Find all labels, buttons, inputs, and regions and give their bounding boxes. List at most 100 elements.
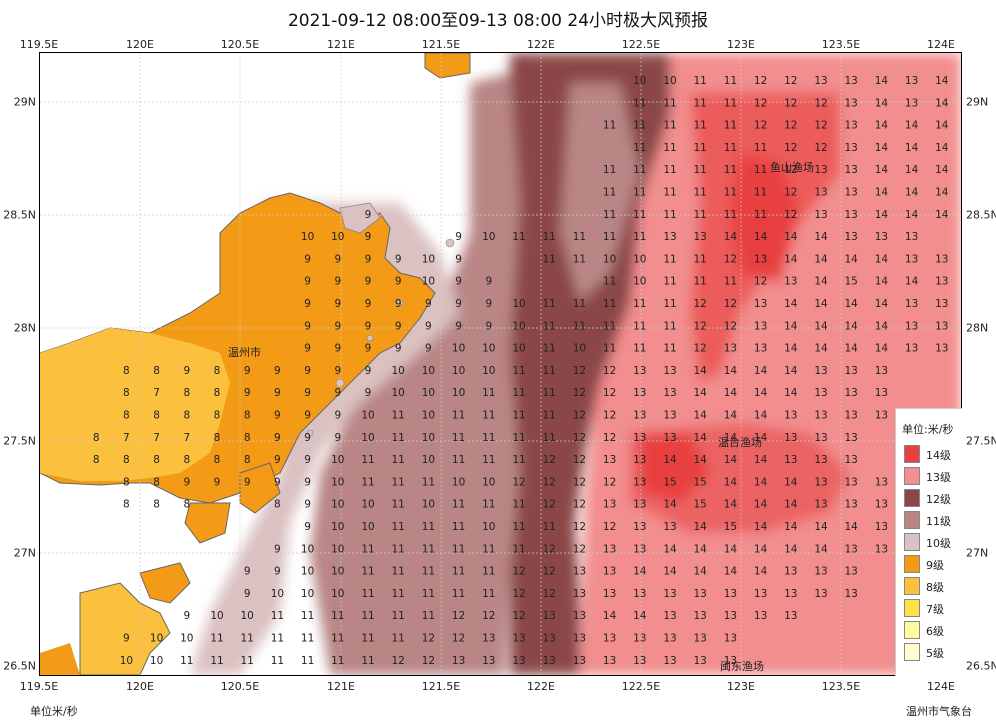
- wind-value: 11: [603, 231, 616, 243]
- wind-value: 10: [422, 276, 435, 288]
- wind-value: 14: [694, 387, 708, 399]
- wind-value: 14: [784, 476, 798, 488]
- wind-value: 12: [784, 209, 797, 221]
- wind-value: 10: [633, 253, 646, 265]
- wind-value: 11: [452, 566, 465, 578]
- wind-value: 13: [875, 231, 888, 243]
- wind-value: 9: [395, 343, 402, 355]
- wind-value: 13: [543, 633, 556, 645]
- wind-value: 11: [543, 253, 556, 265]
- wind-value: 13: [633, 633, 646, 645]
- lat-tick-right: 27.5N: [966, 434, 996, 448]
- wind-value: 9: [334, 253, 341, 265]
- wind-value: 8: [153, 476, 160, 488]
- wind-value: 13: [663, 410, 676, 422]
- wind-value: 14: [724, 543, 738, 555]
- wind-value: 8: [244, 432, 251, 444]
- wind-value: 10: [422, 387, 435, 399]
- wind-value: 10: [331, 566, 344, 578]
- wind-value: 13: [482, 655, 495, 667]
- wind-value: 13: [754, 253, 767, 265]
- wind-value: 9: [334, 276, 341, 288]
- wind-value: 13: [724, 588, 737, 600]
- wind-value: 11: [512, 387, 525, 399]
- wind-value: 11: [361, 610, 374, 622]
- wind-value: 10: [150, 633, 163, 645]
- wind-value: 11: [392, 633, 405, 645]
- wind-value: 9: [365, 387, 372, 399]
- wind-value: 9: [244, 588, 251, 600]
- wind-value: 13: [784, 276, 797, 288]
- wind-value: 14: [905, 276, 919, 288]
- wind-value: 11: [754, 209, 767, 221]
- lat-tick-left: 29N: [13, 95, 36, 109]
- wind-value: 11: [663, 164, 676, 176]
- wind-value: 10: [452, 365, 465, 377]
- wind-value: 9: [274, 432, 281, 444]
- wind-value: 14: [905, 120, 919, 132]
- wind-value: 11: [482, 454, 495, 466]
- legend-item: 5级: [904, 643, 964, 661]
- wind-value: 14: [724, 476, 738, 488]
- wind-value: 8: [123, 499, 130, 511]
- legend-label: 9级: [926, 559, 944, 572]
- wind-value: 14: [784, 499, 798, 511]
- wind-value: 13: [814, 387, 827, 399]
- wind-value: 11: [392, 432, 405, 444]
- wind-value: 12: [754, 276, 767, 288]
- wind-value: 13: [845, 454, 858, 466]
- wind-value: 13: [633, 543, 646, 555]
- wind-value: 13: [935, 253, 948, 265]
- wind-value: 14: [663, 566, 677, 578]
- lon-tick-bottom: 120E: [126, 680, 154, 693]
- wind-value: 11: [512, 499, 525, 511]
- wind-value: 10: [331, 499, 344, 511]
- wind-value: 11: [573, 298, 586, 310]
- wind-value: 13: [814, 432, 827, 444]
- wind-value: 12: [694, 343, 707, 355]
- wind-value: 11: [573, 320, 586, 332]
- wind-value: 11: [482, 588, 495, 600]
- wind-value: 9: [304, 253, 311, 265]
- lon-tick-top: 121E: [327, 38, 355, 51]
- wind-value: 11: [392, 499, 405, 511]
- wind-value: 12: [603, 476, 616, 488]
- wind-value: 11: [633, 120, 646, 132]
- wind-value: 10: [180, 633, 193, 645]
- wind-value: 11: [361, 543, 374, 555]
- wind-value: 11: [512, 454, 525, 466]
- wind-value: 11: [452, 521, 465, 533]
- wind-value: 9: [304, 298, 311, 310]
- wind-value: 13: [845, 142, 858, 154]
- wind-value: 11: [694, 97, 707, 109]
- wind-value: 12: [814, 120, 827, 132]
- wind-value: 9: [334, 343, 341, 355]
- lon-tick-top: 123.5E: [821, 38, 861, 51]
- wind-value: 12: [603, 432, 616, 444]
- wind-value: 10: [301, 231, 314, 243]
- wind-value: 8: [153, 365, 160, 377]
- wind-value: 11: [512, 410, 525, 422]
- wind-value: 8: [214, 432, 221, 444]
- legend-swatch: [904, 621, 920, 639]
- wind-value: 12: [784, 164, 797, 176]
- wind-value: 13: [814, 566, 827, 578]
- lat-tick-left: 28.5N: [3, 208, 36, 222]
- wind-value: 13: [573, 610, 586, 622]
- lat-tick-left: 27.5N: [3, 434, 36, 448]
- wind-value: 8: [123, 454, 130, 466]
- lon-tick-bottom: 121.5E: [421, 680, 461, 693]
- lat-tick-left: 26.5N: [3, 659, 36, 673]
- wind-value: 9: [183, 476, 190, 488]
- wind-value: 11: [180, 655, 193, 667]
- wind-map-svg: 10 10 11 11 12 12 13 13 14 13 14 13 13 13 13 11 11 11 11 12…: [40, 53, 961, 675]
- wind-value: 14: [875, 343, 889, 355]
- wind-value: 8: [123, 365, 130, 377]
- wind-value: 14: [754, 521, 768, 533]
- wind-value: 9: [365, 209, 372, 221]
- wind-value: 13: [754, 588, 767, 600]
- wind-value: 10: [512, 298, 525, 310]
- wind-value: 13: [935, 298, 948, 310]
- wind-value: 13: [724, 343, 737, 355]
- wind-value: 11: [543, 231, 556, 243]
